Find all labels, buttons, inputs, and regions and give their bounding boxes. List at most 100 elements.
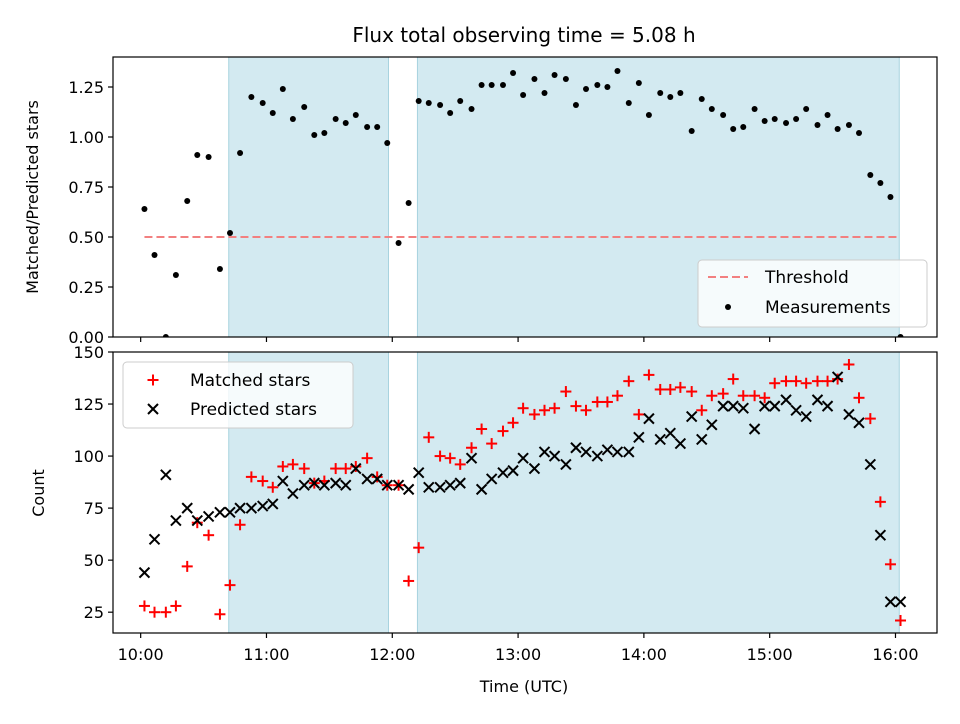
measurement-point xyxy=(551,72,558,78)
matched-stars-point xyxy=(149,606,161,618)
predicted-stars-point xyxy=(528,462,541,475)
x-axis-label: Time (UTC) xyxy=(479,677,568,696)
matched-stars-point xyxy=(601,396,613,408)
x-tick-label: 15:00 xyxy=(747,645,793,664)
x-tick-label: 10:00 xyxy=(118,645,164,664)
predicted-stars-point xyxy=(821,400,834,412)
measurement-point xyxy=(194,152,201,158)
measurement-point xyxy=(248,94,255,100)
predicted-stars-point xyxy=(329,477,342,489)
measurement-point xyxy=(803,106,810,112)
predicted-stars-point xyxy=(277,475,289,487)
measurement-point xyxy=(488,82,495,88)
predicted-stars-point xyxy=(350,462,362,475)
predicted-stars-point xyxy=(831,371,844,383)
matched-stars-point xyxy=(686,386,698,398)
measurement-point xyxy=(205,154,212,160)
measurement-point xyxy=(332,116,339,122)
measurement-point xyxy=(289,116,296,122)
measurement-point xyxy=(172,272,179,278)
x-tick-label: 12:00 xyxy=(369,645,415,664)
measurement-point xyxy=(751,106,758,112)
predicted-legend-label: Predicted stars xyxy=(190,400,317,420)
predicted-stars-point xyxy=(591,450,604,462)
measurement-point xyxy=(541,90,548,96)
predicted-stars-point xyxy=(853,417,865,429)
matched-stars-point xyxy=(623,375,635,387)
measurement-point xyxy=(708,106,715,112)
predicted-stars-point xyxy=(507,464,519,477)
top-axes-frame xyxy=(112,56,938,338)
predicted-stars-point xyxy=(412,467,425,479)
matched-stars-point xyxy=(737,390,749,402)
measurement-point xyxy=(447,110,454,116)
measurement-point xyxy=(867,172,874,178)
matched-stars-point xyxy=(769,377,781,389)
predicted-stars-point xyxy=(601,444,614,456)
predicted-stars-point xyxy=(623,446,635,458)
measurement-point xyxy=(384,140,391,146)
measurement-point xyxy=(531,76,538,82)
matched-stars-point xyxy=(800,377,812,389)
measurement-point xyxy=(856,130,863,136)
matched-stars-point xyxy=(257,475,269,487)
predicted-stars-point xyxy=(381,479,393,491)
measurement-point xyxy=(457,98,464,104)
matched-stars-point xyxy=(706,390,718,402)
matched-stars-point xyxy=(267,481,279,493)
predicted-stars-point xyxy=(402,483,415,496)
measurement-point xyxy=(374,124,381,130)
matched-stars-point xyxy=(591,396,603,408)
predicted-stars-point xyxy=(361,473,373,485)
matched-stars-point xyxy=(717,388,729,400)
chart-title: Flux total observing time = 5.08 h xyxy=(352,23,695,47)
measurement-point xyxy=(510,70,517,76)
matched-stars-point xyxy=(780,375,792,387)
predicted-stars-point xyxy=(160,469,172,481)
bottom-legend: Matched stars Predicted stars xyxy=(122,361,354,429)
measurement-point xyxy=(657,90,664,96)
predicted-stars-point xyxy=(170,514,182,527)
predicted-stars-point xyxy=(465,452,478,464)
measurement-point xyxy=(667,94,674,100)
predicted-stars-point xyxy=(497,467,509,479)
top-y-tick-label: 1.00 xyxy=(68,128,104,147)
matched-stars-point xyxy=(444,452,456,464)
measurement-point xyxy=(321,130,328,136)
matched-stars-point xyxy=(214,608,226,620)
predicted-stars-point xyxy=(318,479,331,491)
matched-stars-point xyxy=(643,369,655,381)
matched-stars-point xyxy=(507,417,519,429)
matched-stars-point xyxy=(727,373,739,385)
predicted-stars-point xyxy=(191,514,203,527)
matched-stars-point xyxy=(224,579,236,591)
predicted-stars-point xyxy=(800,410,812,423)
predicted-stars-point xyxy=(674,437,687,450)
measurement-point xyxy=(520,92,527,98)
predicted-stars-point xyxy=(392,479,405,491)
matched-stars-point xyxy=(434,450,446,462)
measurement-point xyxy=(364,124,371,130)
measurement-point xyxy=(562,76,569,82)
matched-stars-point xyxy=(245,471,257,483)
measurement-point xyxy=(761,118,768,124)
top-legend: Threshold Measurements xyxy=(697,259,928,328)
matched-stars-point xyxy=(403,575,415,587)
matched-stars-point xyxy=(538,404,550,416)
top-panel: 0.00 0.25 0.50 0.75 1.00 1.25 Threshold Measure… xyxy=(68,56,938,347)
bottom-y-tick-label: 75 xyxy=(84,499,104,518)
measurement-point xyxy=(688,128,695,134)
predicted-stars-point xyxy=(706,419,718,431)
measurement-point xyxy=(141,206,148,212)
measurement-point xyxy=(698,96,705,102)
matched-stars-point xyxy=(466,442,478,454)
top-y-tick-label: 0.00 xyxy=(68,328,104,347)
bottom-legend-box xyxy=(122,361,354,429)
matched-stars-point xyxy=(696,404,708,416)
measurement-point xyxy=(730,126,737,132)
measurement-point xyxy=(415,98,422,104)
matched-stars-point xyxy=(340,463,352,475)
predicted-stars-point xyxy=(894,596,907,608)
matched-stars-point xyxy=(517,402,529,414)
predicted-stars-point xyxy=(340,479,352,491)
